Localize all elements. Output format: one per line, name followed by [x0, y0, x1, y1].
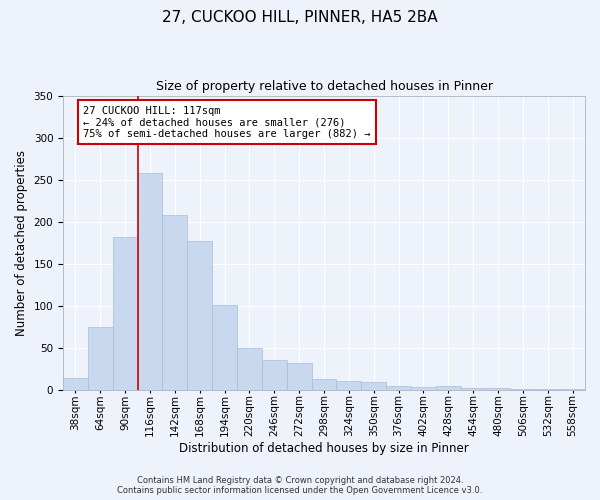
Text: 27 CUCKOO HILL: 117sqm
← 24% of detached houses are smaller (276)
75% of semi-de: 27 CUCKOO HILL: 117sqm ← 24% of detached…: [83, 106, 370, 139]
Bar: [88, 327, 113, 390]
Bar: [137, 173, 163, 390]
Bar: [237, 348, 262, 390]
Bar: [187, 241, 212, 390]
Title: Size of property relative to detached houses in Pinner: Size of property relative to detached ho…: [155, 80, 493, 93]
Bar: [212, 305, 237, 390]
Bar: [163, 215, 187, 390]
Y-axis label: Number of detached properties: Number of detached properties: [15, 150, 28, 336]
Bar: [262, 360, 287, 390]
Bar: [461, 388, 485, 390]
Bar: [337, 381, 361, 390]
Bar: [113, 237, 137, 390]
Bar: [386, 386, 411, 390]
Bar: [311, 379, 337, 390]
Text: Contains HM Land Registry data © Crown copyright and database right 2024.
Contai: Contains HM Land Registry data © Crown c…: [118, 476, 482, 495]
Bar: [485, 388, 511, 390]
X-axis label: Distribution of detached houses by size in Pinner: Distribution of detached houses by size …: [179, 442, 469, 455]
Bar: [361, 382, 386, 390]
Text: 27, CUCKOO HILL, PINNER, HA5 2BA: 27, CUCKOO HILL, PINNER, HA5 2BA: [162, 10, 438, 25]
Bar: [287, 363, 311, 390]
Bar: [411, 387, 436, 390]
Bar: [63, 378, 88, 390]
Bar: [436, 386, 461, 390]
